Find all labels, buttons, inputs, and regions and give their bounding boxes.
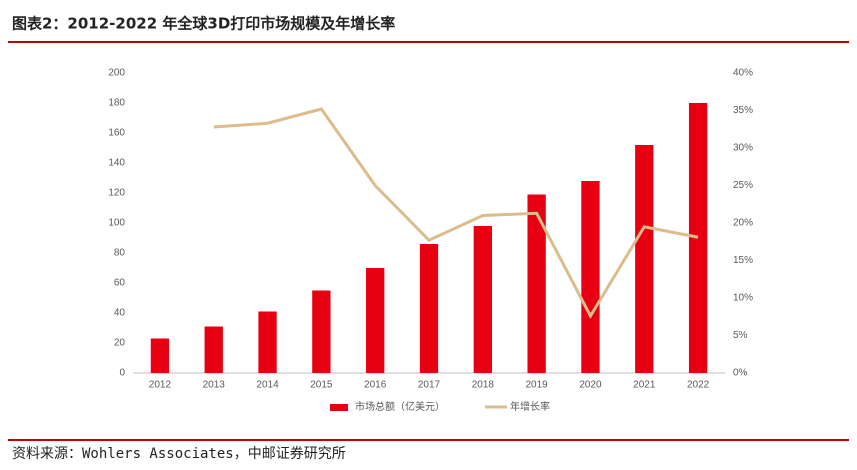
bar xyxy=(473,226,492,373)
y-tick-label: 100 xyxy=(108,218,125,229)
y2-tick-label: 0% xyxy=(733,368,748,379)
x-tick-label: 2012 xyxy=(149,380,172,391)
y-tick-label: 40 xyxy=(114,308,126,319)
y-tick-label: 200 xyxy=(108,68,125,79)
y-tick-label: 80 xyxy=(114,248,126,259)
bar xyxy=(527,194,546,373)
bar xyxy=(635,145,654,373)
legend-label: 年增长率 xyxy=(510,400,550,413)
bar xyxy=(312,290,331,373)
bar xyxy=(581,181,600,373)
bar xyxy=(688,103,708,373)
x-tick-label: 2019 xyxy=(526,380,549,391)
x-tick-label: 2017 xyxy=(418,380,441,391)
bar xyxy=(366,268,385,373)
y2-tick-label: 5% xyxy=(733,330,748,341)
y2-tick-label: 10% xyxy=(733,293,753,304)
x-tick-label: 2020 xyxy=(579,380,602,391)
legend-swatch xyxy=(330,404,348,411)
y2-tick-label: 30% xyxy=(733,143,753,154)
x-tick-label: 2021 xyxy=(633,380,656,391)
x-tick-label: 2022 xyxy=(687,380,710,391)
legend-label: 市场总额（亿美元） xyxy=(355,400,445,413)
x-tick-label: 2018 xyxy=(472,380,495,391)
source: 资料来源：Wohlers Associates，中邮证券研究所 xyxy=(12,446,346,462)
y-tick-label: 20 xyxy=(114,338,126,349)
y2-tick-label: 20% xyxy=(733,218,753,229)
x-tick-label: 2013 xyxy=(203,380,226,391)
y2-tick-label: 15% xyxy=(733,255,753,266)
y-tick-label: 60 xyxy=(114,278,126,289)
bar xyxy=(204,326,223,373)
bar xyxy=(258,311,277,373)
x-tick-label: 2014 xyxy=(256,380,279,391)
chart-title: 图表2：2012-2022 年全球3D打印市场规模及年增长率 xyxy=(12,15,395,33)
y-tick-label: 180 xyxy=(108,98,125,109)
y-tick-label: 120 xyxy=(108,188,125,199)
bar xyxy=(419,244,439,373)
y2-tick-label: 40% xyxy=(733,68,753,79)
bar xyxy=(150,338,170,373)
x-tick-label: 2015 xyxy=(310,380,333,391)
y2-tick-label: 25% xyxy=(733,180,753,191)
y-tick-label: 140 xyxy=(108,158,125,169)
y2-tick-label: 35% xyxy=(733,105,753,116)
line xyxy=(213,107,699,320)
y-tick-label: 0 xyxy=(119,368,125,379)
y-tick-label: 160 xyxy=(108,128,125,139)
x-tick-label: 2016 xyxy=(364,380,387,391)
